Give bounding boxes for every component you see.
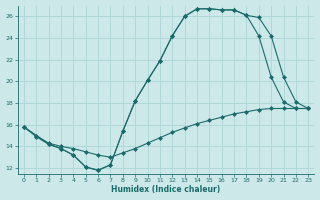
X-axis label: Humidex (Indice chaleur): Humidex (Indice chaleur) [111,185,221,194]
